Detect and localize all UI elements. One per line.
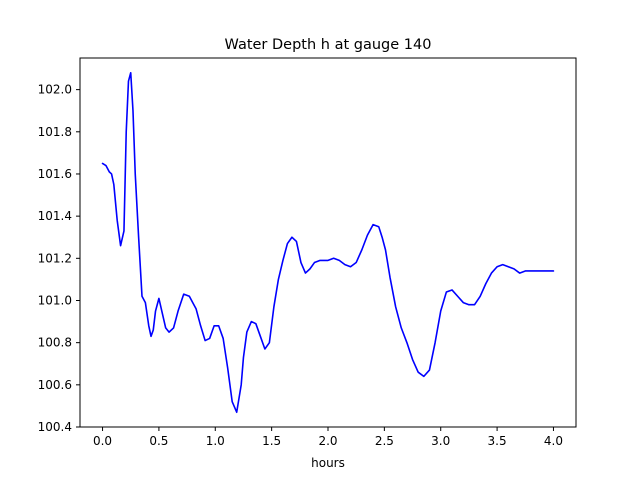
x-tick-label: 4.0	[544, 434, 563, 448]
x-tick-label: 0.5	[149, 434, 168, 448]
x-tick-label: 2.5	[375, 434, 394, 448]
x-tick-label: 3.0	[431, 434, 450, 448]
chart-title: Water Depth h at gauge 140	[225, 37, 432, 53]
y-tick-label: 100.6	[38, 378, 72, 392]
y-tick-label: 101.0	[38, 293, 72, 307]
y-tick-label: 101.8	[38, 125, 72, 139]
y-tick-label: 100.8	[38, 336, 72, 350]
y-tick-label: 102.0	[38, 83, 72, 97]
y-axis: 100.4 100.6 100.8 101.0 101.2 101.4 101.6 101.8…	[38, 83, 80, 434]
x-axis: 0.0 0.5 1.0 1.5 2.0 2.5 3.0 3.5 4.0	[93, 427, 563, 448]
x-axis-label: hours	[311, 456, 345, 470]
x-tick-label: 0.0	[93, 434, 112, 448]
x-tick-label: 3.5	[488, 434, 507, 448]
series-line-0	[101, 71, 555, 414]
y-tick-label: 101.2	[38, 251, 72, 265]
x-tick-label: 2.0	[318, 434, 337, 448]
y-tick-label: 101.4	[38, 209, 72, 223]
y-tick-label: 101.6	[38, 167, 72, 181]
x-tick-label: 1.5	[262, 434, 281, 448]
x-tick-label: 1.0	[206, 434, 225, 448]
y-tick-label: 100.4	[38, 420, 72, 434]
